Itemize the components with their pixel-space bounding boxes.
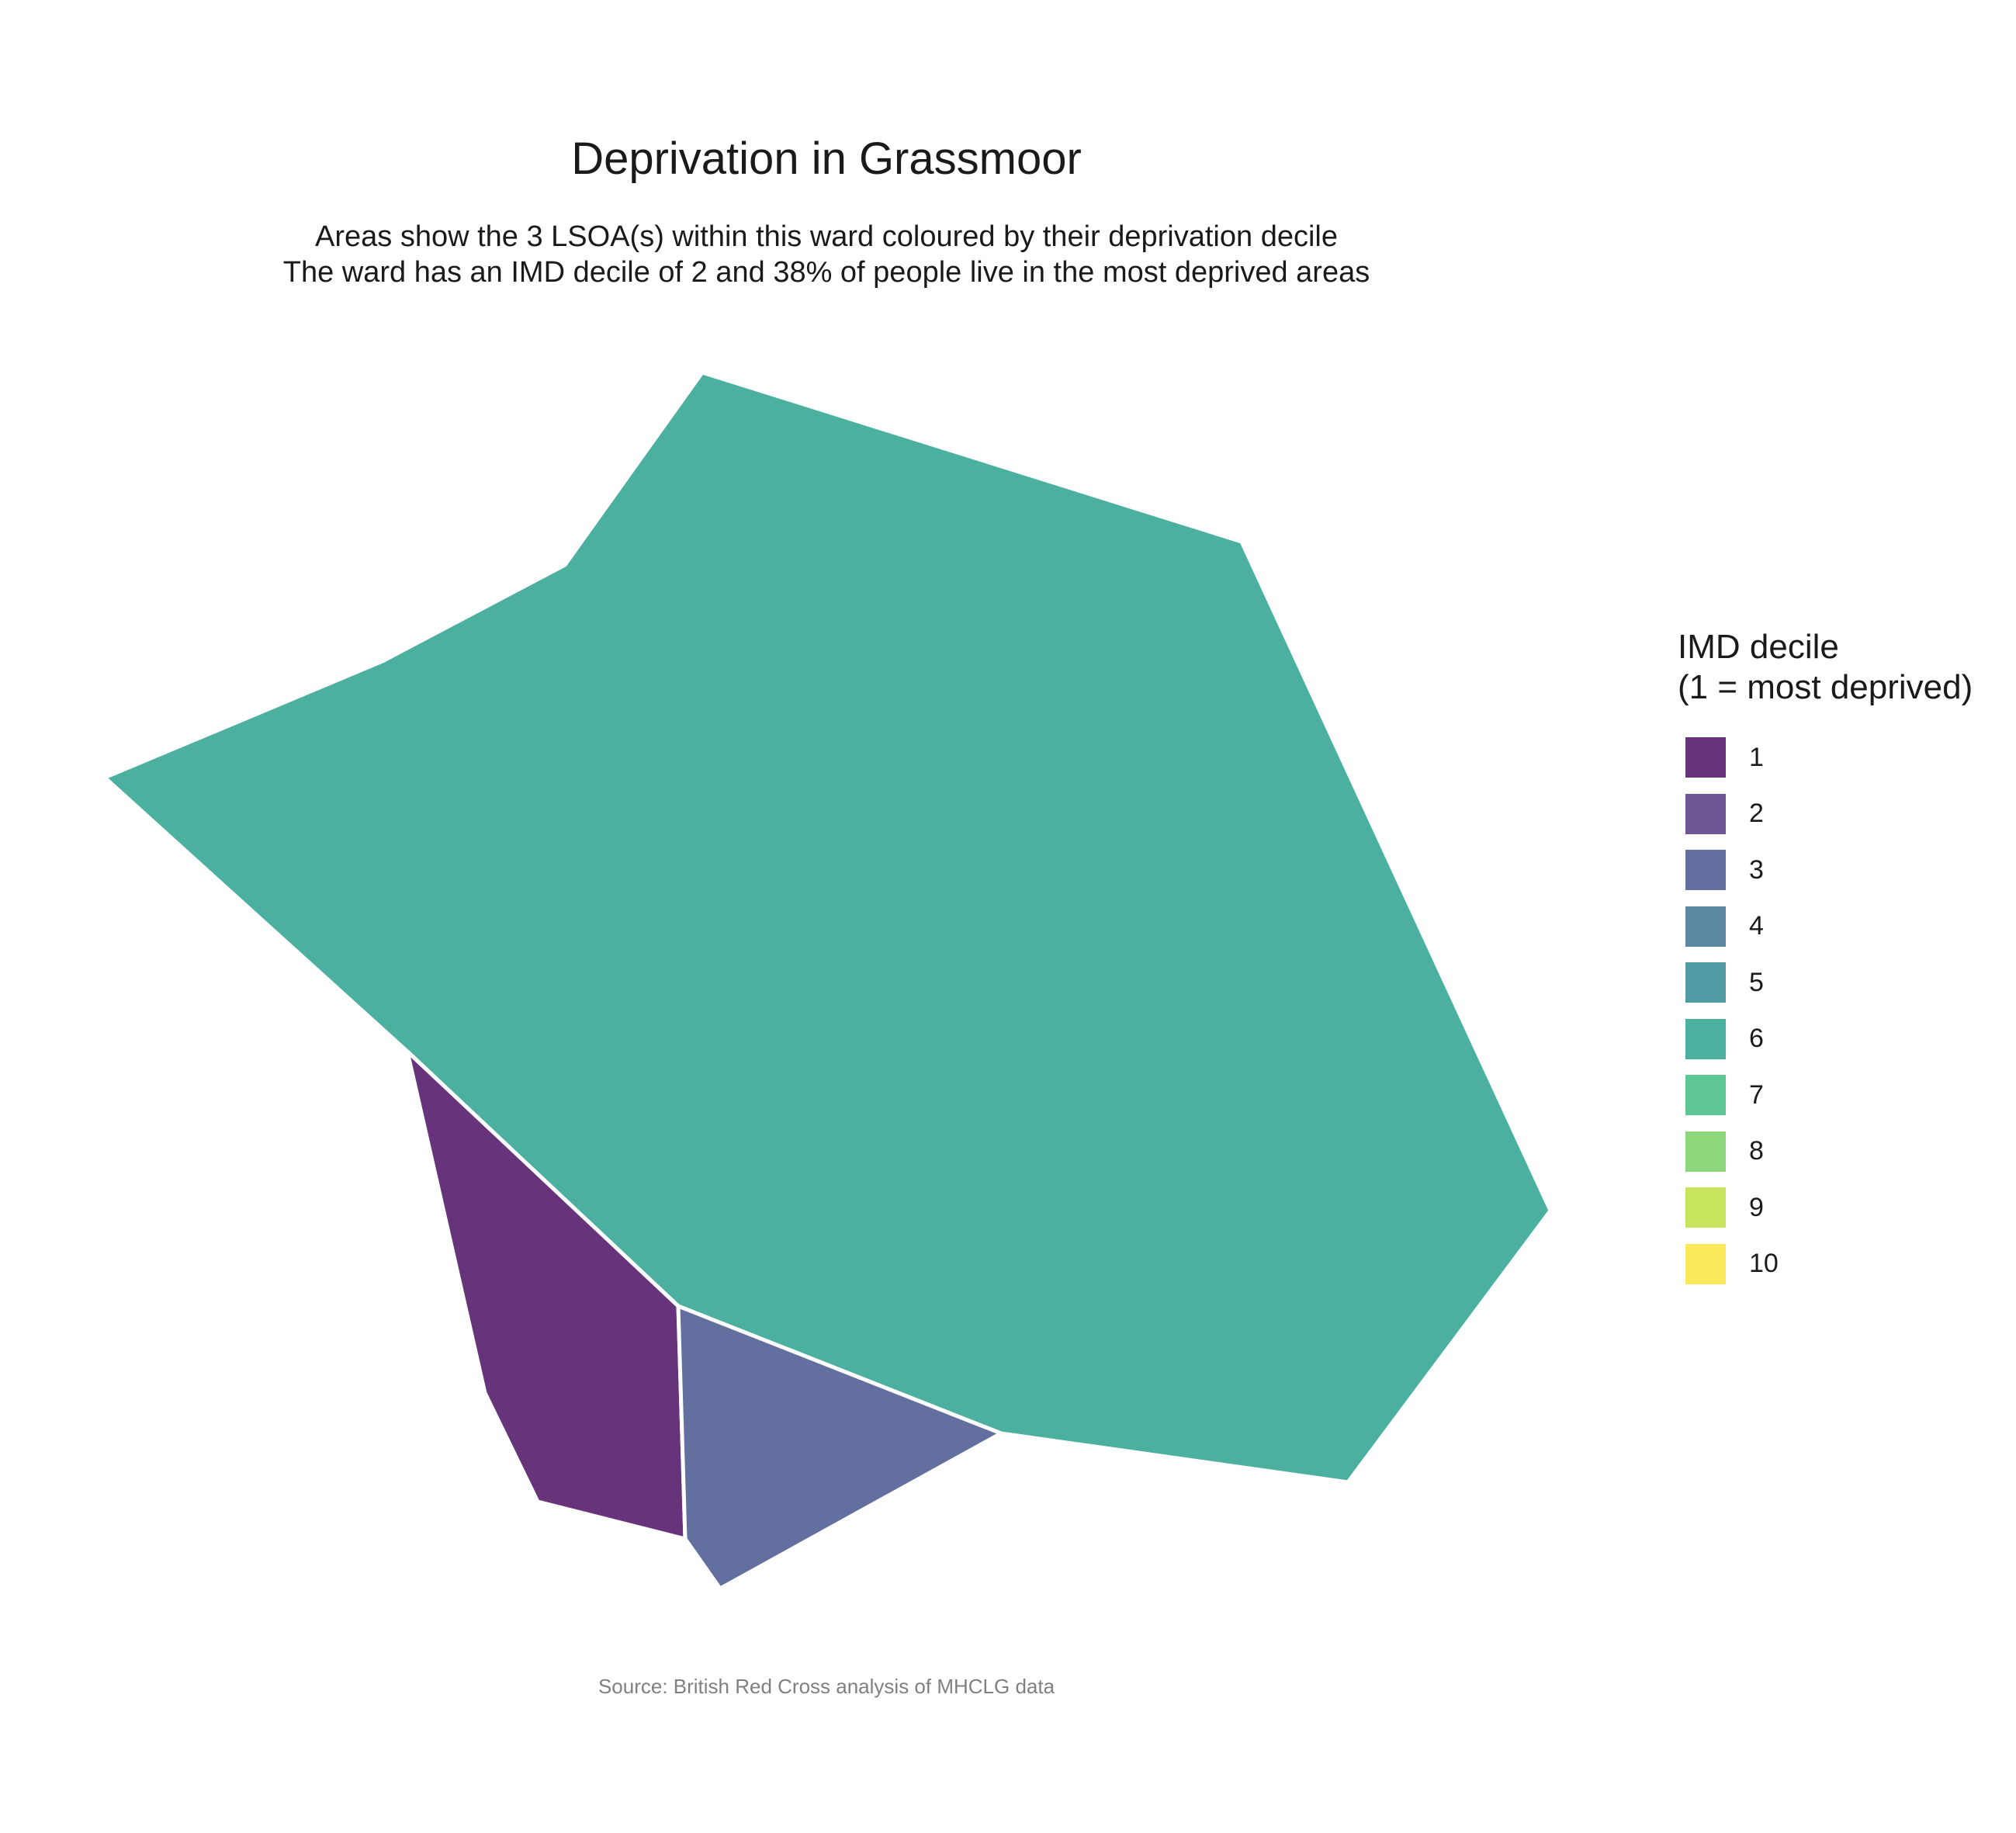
legend-label: 9 <box>1749 1192 1764 1222</box>
legend-swatch <box>1685 1131 1726 1172</box>
legend-swatch <box>1685 1075 1726 1116</box>
lsoa-area[interactable] <box>676 1304 1003 1591</box>
legend-swatch <box>1685 962 1726 1003</box>
lsoa-area[interactable] <box>102 370 1553 1485</box>
legend-label: 4 <box>1749 911 1764 941</box>
legend-title-line-2: (1 = most deprived) <box>1678 668 1973 706</box>
legend-item-5: 5 <box>1678 955 1973 1011</box>
legend-item-2: 2 <box>1678 786 1973 843</box>
source-caption: Source: British Red Cross analysis of MH… <box>598 1675 1055 1698</box>
legend-label: 7 <box>1749 1079 1764 1110</box>
legend-item-7: 7 <box>1678 1067 1973 1124</box>
legend-swatch <box>1685 793 1726 834</box>
subtitle-line-1: Areas show the 3 LSOA(s) within this war… <box>315 220 1338 253</box>
legend-label: 6 <box>1749 1024 1764 1054</box>
legend-label: 10 <box>1749 1249 1779 1279</box>
legend-title-line-1: IMD decile <box>1678 628 1839 666</box>
legend-label: 2 <box>1749 799 1764 829</box>
legend-title: IMD decile (1 = most deprived) <box>1678 627 1973 708</box>
legend-swatch <box>1685 906 1726 947</box>
legend-swatch <box>1685 1018 1726 1059</box>
legend-item-6: 6 <box>1678 1011 1973 1068</box>
ward-map <box>102 370 1553 1591</box>
legend-item-4: 4 <box>1678 899 1973 955</box>
legend-item-10: 10 <box>1678 1236 1973 1293</box>
map-title: Deprivation in Grassmoor <box>571 133 1082 184</box>
legend-swatch <box>1685 1243 1726 1284</box>
legend-label: 1 <box>1749 742 1764 772</box>
legend-item-3: 3 <box>1678 842 1973 899</box>
legend-label: 5 <box>1749 967 1764 997</box>
legend-label: 3 <box>1749 854 1764 885</box>
legend-swatch <box>1685 1187 1726 1228</box>
lsoa-area[interactable] <box>405 1049 688 1541</box>
legend-item-8: 8 <box>1678 1124 1973 1180</box>
legend-label: 8 <box>1749 1136 1764 1166</box>
legend: IMD decile (1 = most deprived) 1 2 3 4 5 6 7 8 9… <box>1678 627 1973 1292</box>
legend-swatch <box>1685 850 1726 891</box>
map-subtitle: Areas show the 3 LSOA(s) within this war… <box>0 219 1653 290</box>
legend-items: 1 2 3 4 5 6 7 8 9 10 <box>1678 729 1973 1292</box>
legend-item-1: 1 <box>1678 729 1973 786</box>
legend-item-9: 9 <box>1678 1180 1973 1236</box>
legend-swatch <box>1685 737 1726 778</box>
subtitle-line-2: The ward has an IMD decile of 2 and 38% … <box>282 256 1370 289</box>
